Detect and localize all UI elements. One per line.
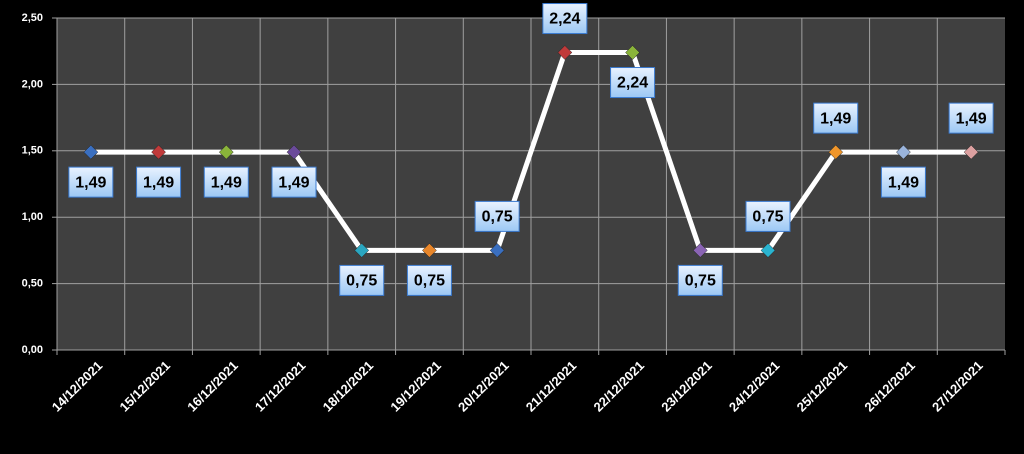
value-label-box <box>948 102 994 134</box>
marker <box>489 243 505 258</box>
value-label: 0,75 <box>414 273 445 290</box>
y-tick-label: 2,00 <box>22 78 43 90</box>
value-label-box <box>813 102 859 134</box>
value-label-box <box>136 166 182 198</box>
y-tick-label: 2,50 <box>22 12 43 24</box>
marker <box>557 45 573 60</box>
line <box>90 50 972 253</box>
value-label: 1,49 <box>888 174 919 191</box>
marker <box>828 144 844 160</box>
value-label: 1,49 <box>211 174 242 191</box>
value-label: 0,75 <box>752 209 783 226</box>
value-label: 1,49 <box>956 110 987 127</box>
value-label-box <box>610 67 656 99</box>
marker <box>286 144 302 160</box>
value-label: 0,75 <box>346 273 377 290</box>
value-label: 2,24 <box>549 11 580 28</box>
marker <box>422 243 437 258</box>
value-label: 1,49 <box>143 174 174 191</box>
value-label: 1,49 <box>820 110 851 127</box>
value-label: 2,24 <box>617 75 648 92</box>
value-label-box <box>474 200 520 232</box>
marker <box>354 243 370 258</box>
value-label-box <box>68 166 114 198</box>
y-tick-label: 0,50 <box>22 278 43 290</box>
marker <box>151 144 166 160</box>
y-tick-label: 1,50 <box>22 145 43 157</box>
y-tick-label: 1,00 <box>22 211 43 223</box>
value-label-box <box>406 264 452 296</box>
marker <box>83 144 99 160</box>
value-label-box <box>677 264 723 296</box>
y-tick-label: 0,00 <box>22 344 43 356</box>
value-label: 0,75 <box>685 273 716 290</box>
value-label-box <box>542 3 588 35</box>
value-label-box <box>271 166 317 198</box>
marker <box>625 45 640 60</box>
marker <box>692 243 708 258</box>
marker <box>218 144 234 160</box>
value-label: 0,75 <box>482 209 513 226</box>
value-label-box <box>880 166 926 198</box>
value-label: 1,49 <box>75 174 106 191</box>
value-label-box <box>339 264 385 296</box>
marker <box>896 144 911 160</box>
value-label: 1,49 <box>278 174 309 191</box>
marker <box>760 243 776 258</box>
value-label-box <box>203 166 249 198</box>
marker <box>963 144 979 160</box>
value-label-box <box>745 200 791 232</box>
